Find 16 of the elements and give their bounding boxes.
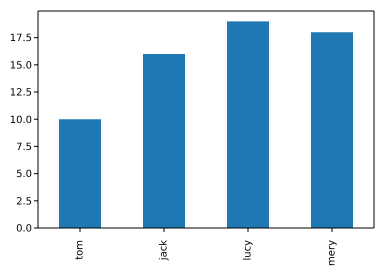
bar [227, 21, 269, 228]
y-tick-label: 15.0 [10, 60, 32, 72]
bar [143, 54, 185, 228]
bar [59, 119, 101, 228]
x-tick-label: lucy [242, 240, 254, 261]
y-tick-label: 0.0 [16, 224, 32, 235]
y-tick-label: 5.0 [16, 169, 32, 180]
y-tick-label: 2.5 [16, 196, 32, 208]
x-tick-label: mery [326, 240, 338, 266]
bar [311, 32, 353, 228]
x-tick-label: jack [158, 240, 170, 262]
y-tick-label: 17.5 [10, 33, 32, 44]
y-tick-label: 7.5 [16, 142, 32, 153]
x-tick-label: tom [74, 240, 86, 260]
y-tick-label: 10.0 [10, 114, 32, 126]
y-tick-label: 12.5 [10, 88, 32, 99]
